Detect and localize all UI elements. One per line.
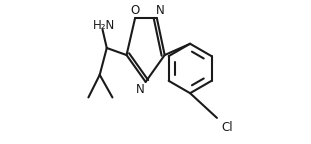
Text: Cl: Cl	[221, 121, 233, 134]
Text: N: N	[136, 83, 144, 96]
Text: N: N	[156, 4, 165, 17]
Text: O: O	[130, 4, 140, 17]
Text: H₂N: H₂N	[93, 19, 115, 32]
